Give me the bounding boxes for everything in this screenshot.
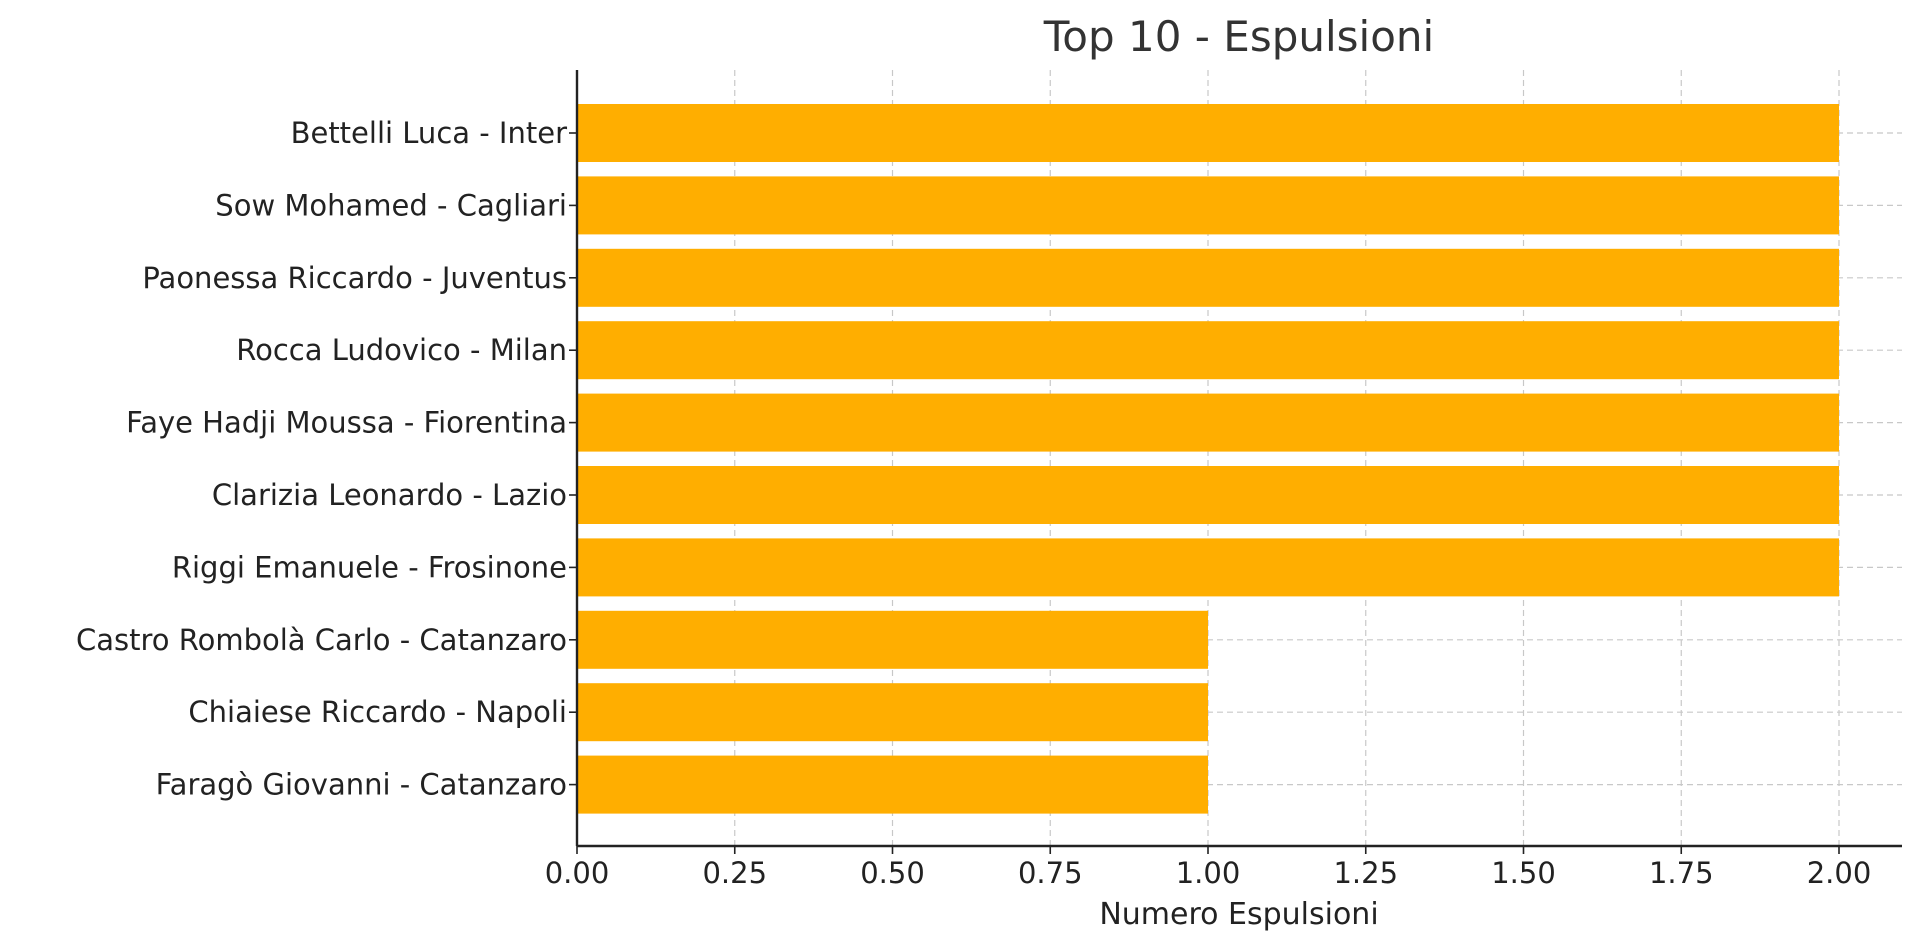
x-tick-label: 1.50 [1491,856,1556,890]
x-tick-label: 1.25 [1333,856,1398,890]
bar [577,538,1839,597]
bar [577,755,1208,814]
category-label: Castro Rombolà Carlo - Catanzaro [76,623,567,657]
category-label: Bettelli Luca - Inter [291,116,567,150]
bar [577,466,1839,524]
x-tick-label: 1.75 [1649,856,1714,890]
bar [577,610,1208,669]
chart-title: Top 10 - Espulsioni [1043,12,1434,61]
x-tick-label: 0.25 [702,856,767,890]
bar [577,683,1208,742]
bar [577,321,1839,380]
bar [577,176,1839,235]
x-tick-label: 0.75 [1018,856,1083,890]
axes-layer [569,70,1902,854]
x-axis-label: Numero Espulsioni [1099,897,1378,932]
category-label: Riggi Emanuele - Frosinone [172,550,567,584]
x-tick-label: 1.00 [1176,856,1241,890]
bar [577,248,1839,307]
category-label: Chiaiese Riccardo - Napoli [188,695,567,729]
labels-layer: 0.00 0.25 0.50 0.75 1.00 1.25 1.50 1.75 2.00 Bett… [76,116,1871,890]
bar [577,104,1839,162]
bars-layer [577,104,1839,814]
category-label: Sow Mohamed - Cagliari [215,188,567,222]
category-label: Rocca Ludovico - Milan [236,333,567,367]
category-label: Faye Hadji Moussa - Fiorentina [126,406,567,440]
bar [577,393,1839,452]
x-tick-label: 2.00 [1807,856,1872,890]
x-tick-label: 0.00 [545,856,610,890]
category-label: Faragò Giovanni - Catanzaro [156,768,567,802]
category-label: Paonessa Riccardo - Juventus [142,261,567,295]
category-label: Clarizia Leonardo - Lazio [212,478,567,512]
x-tick-label: 0.50 [860,856,925,890]
